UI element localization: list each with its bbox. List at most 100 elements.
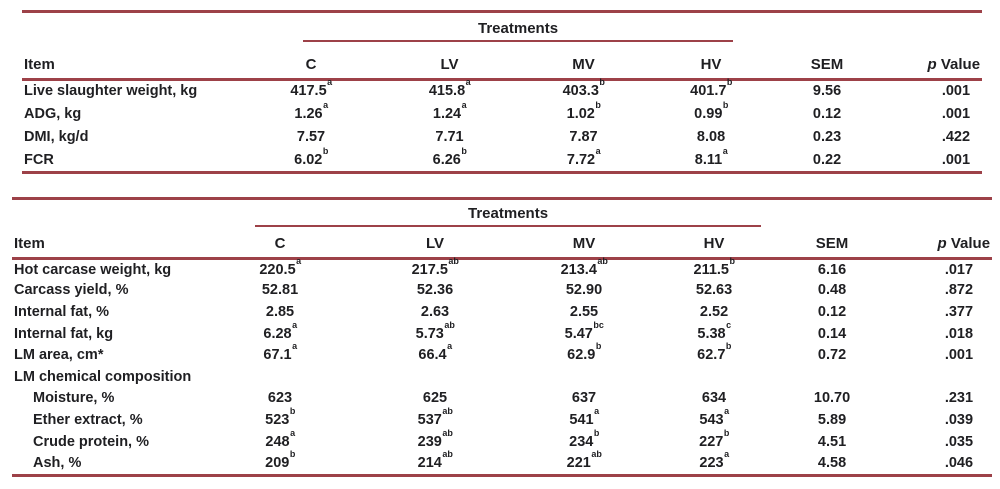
treatment-value-cell: 52.63 bbox=[695, 282, 733, 299]
treatment-hv-header: HV bbox=[652, 49, 771, 81]
carcass-traits-table: Treatments Item C LV MV HV SEM p Value H… bbox=[12, 197, 993, 477]
table-row: Crude protein, % 248a 239ab 234b 227b 4.51 .03… bbox=[12, 427, 992, 453]
sem-value-cell: 6.16 bbox=[817, 261, 847, 278]
treatment-hv-header: HV bbox=[654, 231, 775, 260]
sem-value-cell: 0.23 bbox=[812, 128, 842, 145]
treatment-value-cell: 2.52 bbox=[699, 303, 729, 320]
significance-superscript: a bbox=[724, 449, 730, 460]
treatment-value-cell: 209b bbox=[265, 449, 296, 472]
treatments-label: Treatments bbox=[303, 20, 734, 42]
significance-superscript: b bbox=[729, 255, 736, 266]
significance-superscript: a bbox=[296, 255, 302, 266]
treatments-label: Treatments bbox=[255, 205, 762, 227]
row-item-label: Live slaughter weight, kg bbox=[24, 83, 198, 100]
p-value-cell: .377 bbox=[944, 303, 974, 320]
significance-superscript: a bbox=[724, 406, 730, 417]
sem-value-cell: 0.12 bbox=[817, 303, 847, 320]
item-column-header: Item bbox=[12, 231, 204, 260]
data-table: Treatments Item C LV MV HV SEM p Value H… bbox=[12, 200, 993, 474]
treatment-value-cell: 8.08 bbox=[696, 128, 726, 145]
treatment-c-header: C bbox=[238, 49, 384, 81]
spacer-cell bbox=[770, 13, 884, 49]
treatment-value-cell: 234b bbox=[569, 427, 600, 450]
row-item-label: Carcass yield, % bbox=[14, 282, 129, 299]
row-item-label: DMI, kg/d bbox=[24, 128, 89, 145]
sem-value-cell bbox=[774, 366, 890, 388]
sem-value-cell: 0.14 bbox=[817, 325, 847, 342]
spacer-cell bbox=[12, 200, 204, 231]
treatment-value-cell: 211.5b bbox=[693, 255, 736, 278]
significance-superscript: ab bbox=[442, 427, 453, 438]
significance-superscript: ab bbox=[448, 255, 459, 266]
significance-superscript: a bbox=[327, 77, 333, 88]
table-row: LM chemical composition bbox=[12, 366, 992, 388]
row-item-label: Internal fat, % bbox=[14, 303, 110, 320]
table-row: Internal fat, % 2.85 2.63 2.55 2.52 0.12 .377 bbox=[12, 301, 992, 323]
data-table: Treatments Item C LV MV HV SEM p Value L… bbox=[22, 13, 983, 171]
treatment-value-cell: 214ab bbox=[417, 449, 453, 472]
p-value-cell: .231 bbox=[944, 390, 974, 407]
significance-superscript: b bbox=[722, 99, 729, 110]
treatment-value-cell bbox=[204, 366, 356, 388]
treatment-value-cell bbox=[514, 366, 654, 388]
significance-superscript: ab bbox=[597, 255, 608, 266]
table-row: LM area, cm* 67.1a 66.4a 62.9b 62.7b 0.72 .001 bbox=[12, 341, 992, 366]
p-value-cell: .001 bbox=[941, 105, 971, 122]
spacer-cell bbox=[890, 200, 992, 231]
table-row: Ash, % 209b 214ab 221ab 223a 4.58 .046 bbox=[12, 449, 992, 474]
significance-superscript: a bbox=[323, 99, 329, 110]
treatment-value-cell: 217.5ab bbox=[411, 255, 459, 278]
significance-superscript: a bbox=[292, 341, 298, 352]
treatment-value-cell: 625 bbox=[422, 390, 448, 407]
sem-value-cell: 0.72 bbox=[817, 347, 847, 364]
treatment-value-cell: 52.81 bbox=[261, 282, 299, 299]
treatment-value-cell: 0.99b bbox=[694, 99, 729, 122]
treatment-value-cell: 62.7b bbox=[697, 341, 732, 364]
treatment-value-cell bbox=[356, 366, 514, 388]
row-item-label: Hot carcase weight, kg bbox=[14, 261, 172, 278]
treatment-value-cell: 403.3b bbox=[562, 77, 605, 100]
table-row: ADG, kg 1.26a 1.24a 1.02b 0.99b 0.12 .001 bbox=[22, 99, 982, 125]
table-body: Hot carcase weight, kg 220.5a 217.5ab 213.4… bbox=[12, 255, 992, 474]
significance-superscript: ab bbox=[442, 449, 453, 460]
treatment-value-cell: 6.02b bbox=[294, 145, 329, 168]
treatment-value-cell: 220.5a bbox=[259, 255, 302, 278]
treatment-value-cell: 5.47bc bbox=[564, 319, 604, 342]
p-value-cell: .018 bbox=[944, 325, 974, 342]
treatment-value-cell: 623 bbox=[267, 390, 293, 407]
treatment-value-cell: 5.38c bbox=[697, 319, 732, 342]
significance-superscript: b bbox=[595, 341, 602, 352]
treatment-value-cell: 67.1a bbox=[263, 341, 298, 364]
p-value-cell: .001 bbox=[944, 347, 974, 364]
treatment-value-cell: 7.87 bbox=[569, 128, 598, 145]
treatment-value-cell: 637 bbox=[571, 390, 597, 407]
significance-superscript: ab bbox=[444, 319, 455, 330]
row-item-label: ADG, kg bbox=[24, 105, 82, 122]
treatment-value-cell: 8.11a bbox=[694, 145, 728, 168]
treatment-value-cell: 248a bbox=[265, 427, 296, 450]
treatment-value-cell: 543a bbox=[699, 406, 730, 428]
treatment-value-cell: 7.72a bbox=[566, 145, 601, 168]
table-row: Carcass yield, % 52.81 52.36 52.90 52.63 0.48… bbox=[12, 280, 992, 302]
spacer-cell bbox=[884, 13, 982, 49]
treatment-value-cell: 1.26a bbox=[294, 99, 329, 122]
significance-superscript: bc bbox=[593, 319, 604, 330]
significance-superscript: c bbox=[726, 319, 732, 330]
treatment-value-cell: 52.90 bbox=[565, 282, 603, 299]
significance-superscript: a bbox=[290, 427, 296, 438]
p-value-cell: .872 bbox=[944, 282, 974, 299]
significance-superscript: b bbox=[322, 145, 329, 156]
treatment-value-cell: 415.8a bbox=[428, 77, 471, 100]
treatment-value-cell: 7.57 bbox=[296, 128, 326, 145]
treatments-spanner-cell: Treatments bbox=[204, 200, 774, 231]
treatment-value-cell bbox=[654, 366, 774, 388]
significance-superscript: b bbox=[593, 427, 600, 438]
treatment-value-cell: 239ab bbox=[417, 427, 453, 450]
significance-superscript: a bbox=[465, 77, 471, 88]
row-item-label: LM area, cm* bbox=[14, 347, 104, 364]
treatment-value-cell: 52.36 bbox=[416, 282, 454, 299]
significance-superscript: a bbox=[461, 99, 467, 110]
significance-superscript: a bbox=[722, 145, 728, 156]
sem-value-cell: 0.22 bbox=[812, 151, 842, 168]
significance-superscript: b bbox=[725, 341, 732, 352]
